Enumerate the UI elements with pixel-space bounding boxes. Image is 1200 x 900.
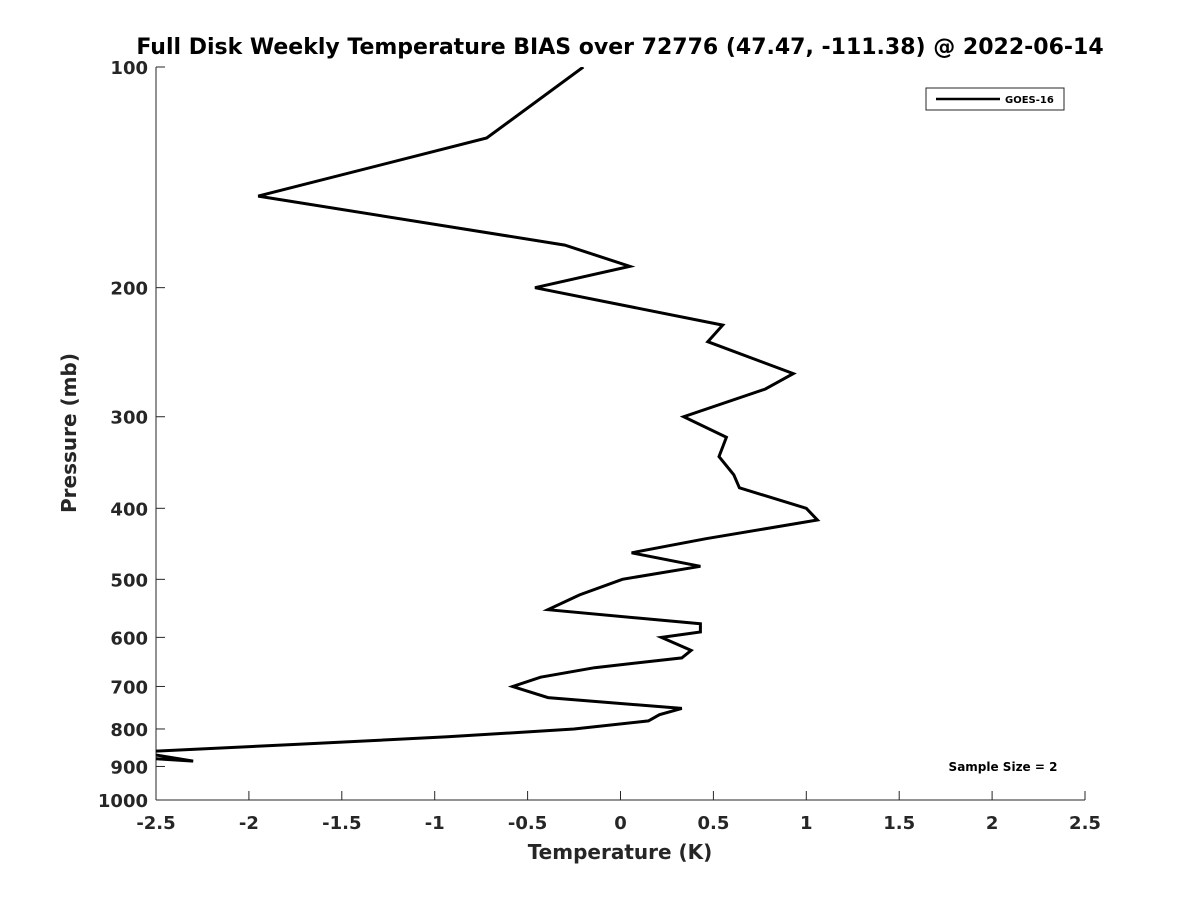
x-tick-label: -2.5	[136, 813, 175, 834]
sample-size-annotation: Sample Size = 2	[949, 760, 1058, 774]
legend-entry-goes-16: GOES-16	[1005, 95, 1054, 106]
y-tick-label: 200	[110, 279, 148, 300]
y-tick-label: 500	[110, 570, 148, 591]
series-line-goes-16	[156, 67, 821, 763]
y-tick-label: 1000	[98, 791, 148, 812]
chart-title: Full Disk Weekly Temperature BIAS over 7…	[136, 35, 1103, 60]
y-tick-label: 600	[110, 628, 148, 649]
x-tick-label: 0	[614, 813, 627, 834]
y-tick-label: 100	[110, 58, 148, 79]
y-tick-label: 400	[110, 499, 148, 520]
y-tick-label: 900	[110, 757, 148, 778]
legend: GOES-16	[925, 87, 1065, 111]
x-tick-label: -1.5	[322, 813, 361, 834]
x-tick-label: 0.5	[697, 813, 729, 834]
x-tick-label: 2	[986, 813, 999, 834]
x-axis-label: Temperature (K)	[528, 840, 713, 864]
axes: -2.5 -2 -1.5 -1 -0.5 0 0.5 1 1.5 2 2.5 100 200 300 400…	[98, 58, 1101, 834]
x-tick-label: 1	[800, 813, 813, 834]
x-tick-label: -1	[425, 813, 445, 834]
x-tick-label: 1.5	[883, 813, 915, 834]
x-tick-label: 2.5	[1069, 813, 1101, 834]
x-tick-label: -2	[239, 813, 259, 834]
x-tick-label: -0.5	[508, 813, 547, 834]
y-tick-label: 300	[110, 408, 148, 429]
y-axis-label: Pressure (mb)	[57, 353, 81, 513]
y-tick-label: 800	[110, 720, 148, 741]
y-tick-label: 700	[110, 677, 148, 698]
series-layer	[156, 67, 821, 763]
